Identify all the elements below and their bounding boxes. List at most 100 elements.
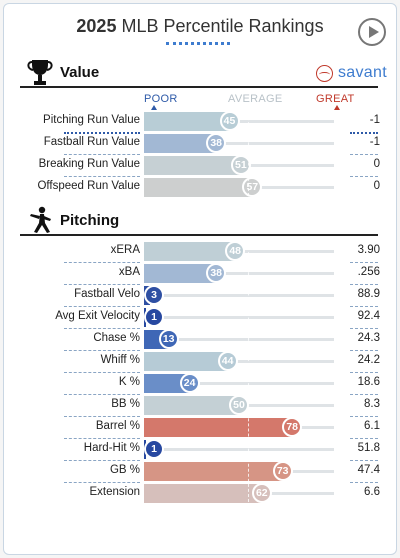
metric-label: Extension: [89, 486, 140, 498]
scale-average-label: AVERAGE: [228, 93, 283, 105]
title-year: 2025: [76, 16, 117, 36]
metric-value: 51.8: [357, 442, 380, 454]
percentile-bar: [144, 264, 217, 283]
metric-label: Fastball Velo: [74, 288, 140, 300]
row-divider: [350, 349, 378, 351]
metric-value: -1: [369, 114, 380, 126]
percentile-bar: [144, 484, 262, 503]
percentile-track: [144, 338, 334, 341]
metric-label: Pitching Run Value: [43, 114, 140, 126]
percentile-marker[interactable]: 44: [217, 351, 238, 371]
title-text: MLB Percentile Rankings: [121, 16, 324, 36]
metric-label: Chase %: [93, 332, 140, 344]
percentile-row[interactable]: xERA 48 3.90: [0, 240, 400, 262]
percentile-row[interactable]: Fastball Run Value 38 -1: [0, 132, 400, 154]
row-divider: [350, 481, 378, 483]
percentile-row[interactable]: Hard-Hit % 1 51.8: [0, 438, 400, 460]
percentile-bar: [144, 396, 239, 415]
percentile-track: [144, 382, 334, 385]
row-divider: [64, 305, 140, 307]
page-title: 2025 MLB Percentile Rankings: [0, 16, 400, 37]
metric-label: GB %: [109, 464, 140, 476]
percentile-marker[interactable]: 1: [144, 439, 164, 459]
percentile-marker[interactable]: 13: [158, 329, 179, 349]
percentile-bar: [144, 242, 236, 261]
metric-value: 3.90: [357, 244, 380, 256]
percentile-bar: [144, 178, 253, 197]
metric-label: BB %: [111, 398, 140, 410]
row-divider: [350, 437, 378, 439]
percentile-row[interactable]: Offspeed Run Value 57 0: [0, 176, 400, 198]
percentile-row[interactable]: Whiff % 44 24.2: [0, 350, 400, 372]
percentile-marker[interactable]: 73: [272, 461, 293, 481]
percentile-row[interactable]: BB % 50 8.3: [0, 394, 400, 416]
metric-label: Whiff %: [100, 354, 140, 366]
metric-value: 0: [373, 158, 380, 170]
percentile-row[interactable]: Avg Exit Velocity 1 92.4: [0, 306, 400, 328]
percentile-marker[interactable]: 50: [229, 395, 249, 415]
percentile-row[interactable]: Pitching Run Value 45 -1: [0, 110, 400, 132]
percentile-marker[interactable]: 1: [144, 307, 164, 327]
percentile-row[interactable]: Extension 62 6.6: [0, 482, 400, 504]
percentile-marker[interactable]: 3: [144, 285, 164, 305]
percentile-marker[interactable]: 24: [179, 373, 200, 393]
metric-value: 24.3: [357, 332, 380, 344]
section-header-pitching: Pitching: [0, 206, 400, 236]
metric-label: Hard-Hit %: [83, 442, 140, 454]
metric-label: Offspeed Run Value: [37, 180, 140, 192]
average-line: [248, 242, 249, 502]
percentile-marker[interactable]: 51: [230, 155, 251, 175]
row-divider: [64, 481, 140, 483]
percentile-marker[interactable]: 62: [251, 483, 272, 503]
metric-label: xBA: [118, 266, 140, 278]
pitcher-icon: [30, 206, 51, 233]
play-button[interactable]: [358, 18, 386, 46]
average-line: [248, 112, 249, 196]
percentile-bar: [144, 134, 217, 153]
scale-great-label: GREAT: [316, 93, 355, 105]
metric-value: 47.4: [357, 464, 380, 476]
metric-label: Avg Exit Velocity: [55, 310, 140, 322]
row-divider: [64, 175, 140, 177]
percentile-marker[interactable]: 38: [206, 133, 227, 153]
baseball-icon: [316, 65, 333, 82]
row-divider: [64, 349, 140, 351]
row-divider: [350, 305, 378, 307]
section-title-value: Value: [60, 64, 100, 81]
title-underline: [166, 42, 230, 45]
percentile-marker[interactable]: 45: [219, 111, 240, 131]
row-divider: [350, 283, 378, 285]
percentile-bar: [144, 352, 228, 371]
poor-marker-icon: [151, 105, 157, 110]
row-divider: [350, 327, 378, 329]
percentile-marker[interactable]: 78: [282, 417, 303, 437]
percentile-marker[interactable]: 38: [206, 263, 227, 283]
great-marker-icon: [334, 105, 340, 110]
row-divider: [350, 131, 378, 134]
percentile-bar: [144, 156, 241, 175]
percentile-marker[interactable]: 57: [242, 177, 263, 197]
row-divider: [350, 175, 378, 177]
metric-value: 6.1: [364, 420, 380, 432]
metric-value: -1: [369, 136, 380, 148]
metric-value: 88.9: [357, 288, 380, 300]
trophy-icon: [27, 60, 53, 85]
percentile-row[interactable]: Barrel % 78 6.1: [0, 416, 400, 438]
percentile-row[interactable]: xBA 38 .256: [0, 262, 400, 284]
percentile-row[interactable]: K % 24 18.6: [0, 372, 400, 394]
percentile-row[interactable]: Fastball Velo 3 88.9: [0, 284, 400, 306]
section-header-value: Value: [0, 58, 400, 88]
percentile-track: [144, 316, 334, 319]
percentile-track: [144, 294, 334, 297]
percentile-row[interactable]: GB % 73 47.4: [0, 460, 400, 482]
percentile-row[interactable]: Breaking Run Value 51 0: [0, 154, 400, 176]
row-divider: [64, 261, 140, 263]
metric-label: Breaking Run Value: [38, 158, 140, 170]
row-divider: [64, 437, 140, 439]
percentile-bar: [144, 374, 190, 393]
percentile-marker[interactable]: 48: [225, 241, 246, 261]
metric-value: 0: [373, 180, 380, 192]
percentile-track: [144, 142, 334, 145]
metric-value: 8.3: [364, 398, 380, 410]
percentile-row[interactable]: Chase % 13 24.3: [0, 328, 400, 350]
